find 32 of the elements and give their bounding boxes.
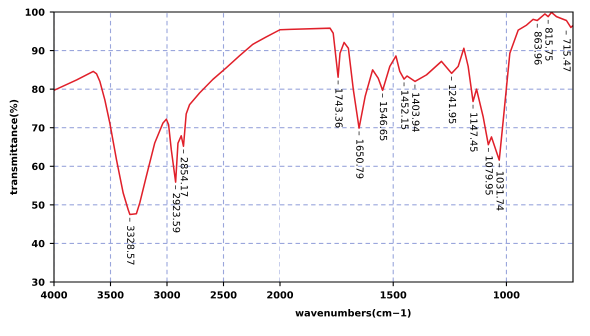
annotation: – 1546.65 xyxy=(380,94,388,140)
annotation: – 1743.36 xyxy=(335,80,343,128)
y-tick-label: 60 xyxy=(32,162,45,170)
x-tick-label: 2000 xyxy=(267,291,294,299)
annotation: – 1452.15 xyxy=(401,82,409,130)
x-tick-label: 4000 xyxy=(40,291,68,299)
annotation: – 1147.45 xyxy=(470,104,478,152)
annotation: – 1031.74 xyxy=(496,163,504,210)
x-tick-label: 1500 xyxy=(380,291,406,299)
x-tick-label: 1000 xyxy=(494,291,520,299)
y-axis-title: transmittance(%) xyxy=(10,100,18,195)
x-tick-label: 3000 xyxy=(154,291,180,299)
y-tick-label: 90 xyxy=(32,47,45,54)
y-tick-label: 70 xyxy=(32,124,45,132)
y-tick-label: 80 xyxy=(32,86,45,93)
annotation: – 815.75 xyxy=(545,20,553,61)
y-tick-label: 100 xyxy=(26,8,45,16)
annotation: – 863.96 xyxy=(534,24,542,65)
x-tick-label: 2500 xyxy=(210,291,237,299)
annotation: – 3328.57 xyxy=(127,218,134,265)
annotation: – 1650.79 xyxy=(356,131,364,178)
y-tick-label: 30 xyxy=(32,278,45,286)
x-axis-title: wavenumbers(cm−1) xyxy=(295,309,411,318)
y-tick-label: 50 xyxy=(32,201,45,209)
y-tick-label: 40 xyxy=(32,240,45,248)
annotation: – 2923.59 xyxy=(172,185,180,232)
annotation: – 1241.95 xyxy=(448,76,456,124)
x-tick-label: 3500 xyxy=(98,291,124,299)
annotation: – 2854.17 xyxy=(180,149,188,196)
annotation: – 1079.95 xyxy=(486,148,493,195)
annotation: – 1403.94 xyxy=(412,84,420,132)
annotation: – 715.47 xyxy=(563,30,571,72)
